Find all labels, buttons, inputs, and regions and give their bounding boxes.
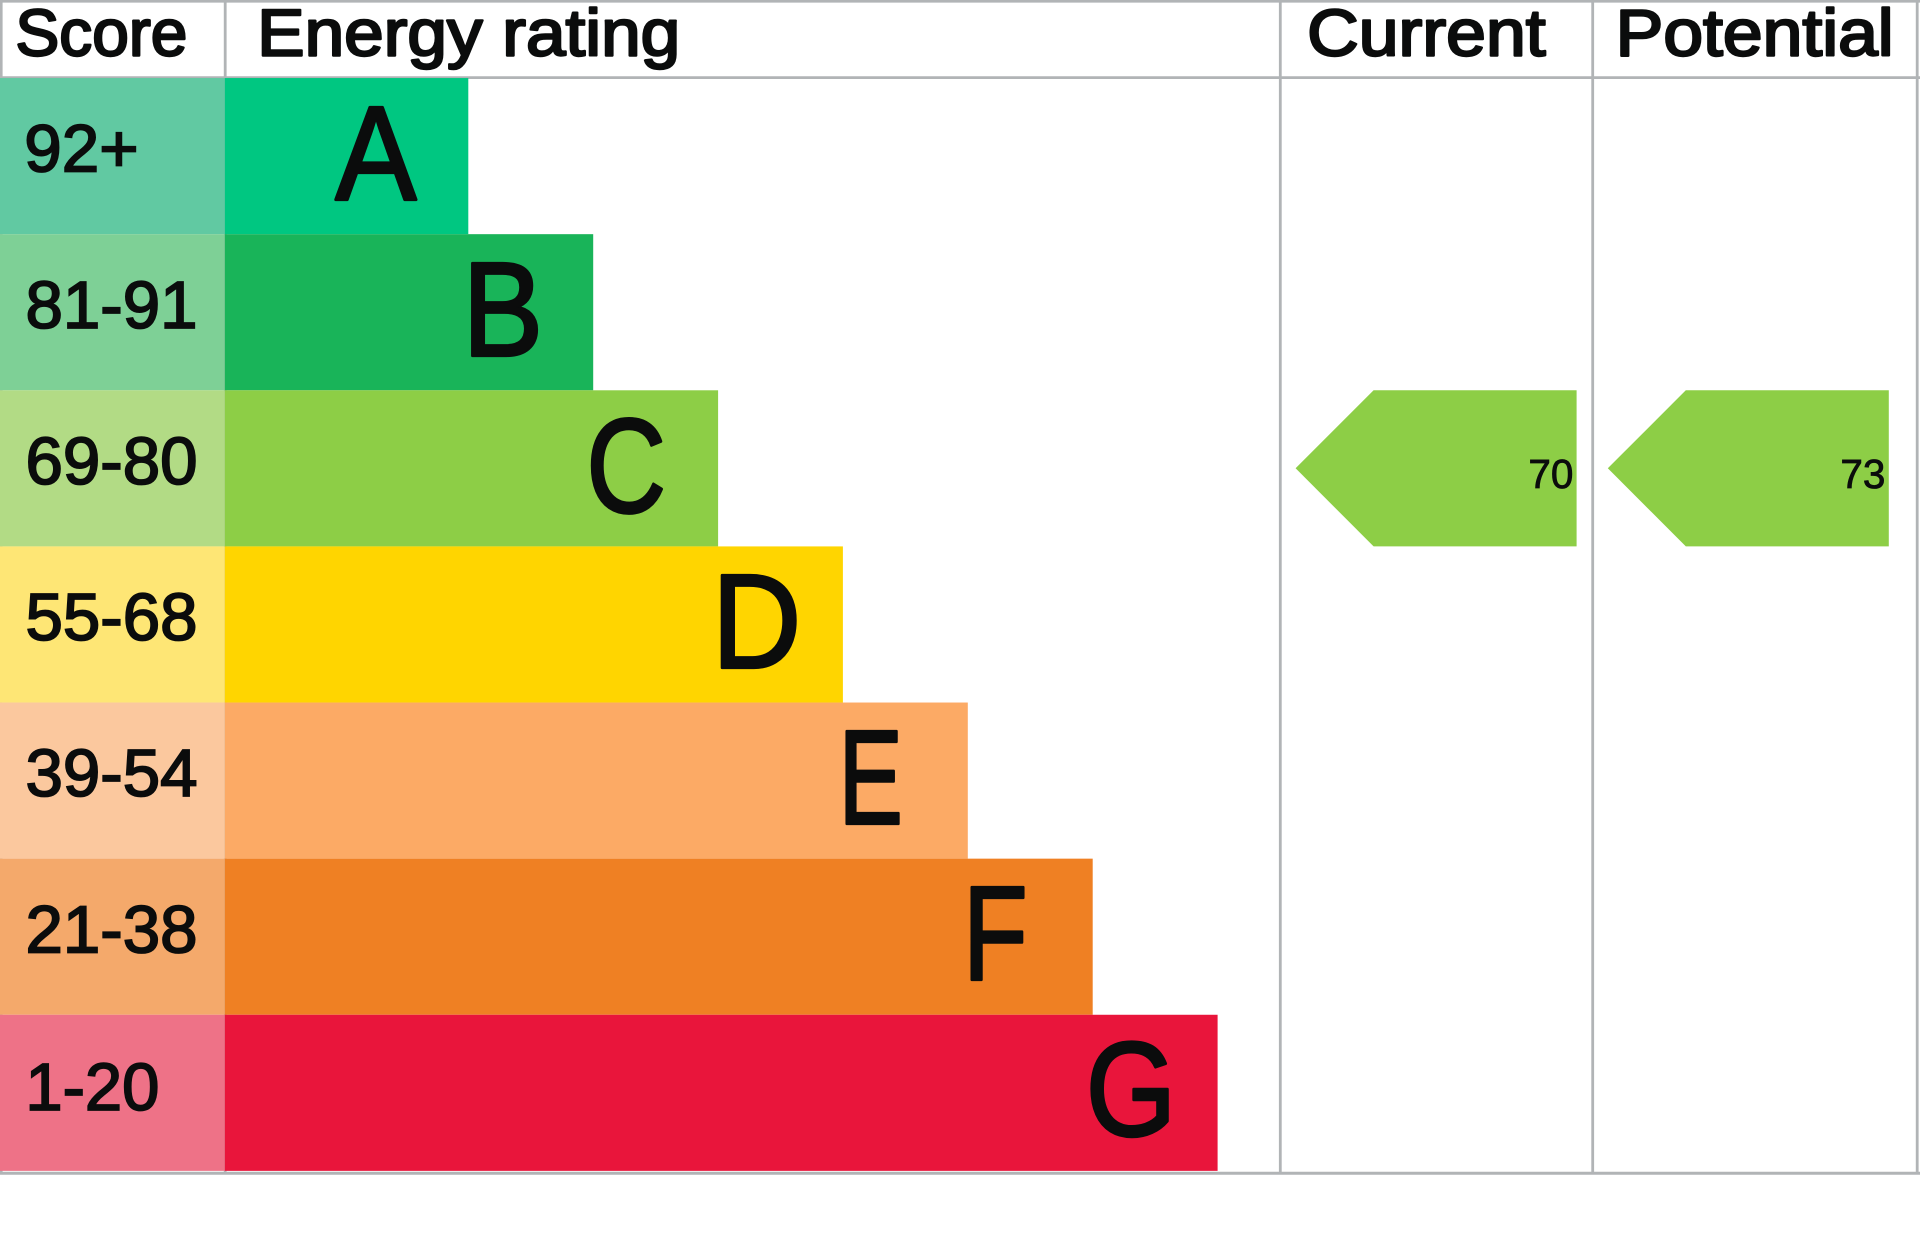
svg-text:F: F xyxy=(963,860,1028,1009)
svg-text:E: E xyxy=(839,704,903,853)
svg-text:69-80: 69-80 xyxy=(26,425,198,499)
svg-text:21-38: 21-38 xyxy=(26,893,198,967)
svg-text:B: B xyxy=(463,236,544,385)
svg-text:Current: Current xyxy=(1307,0,1546,70)
svg-text:A: A xyxy=(335,80,417,229)
svg-text:C: C xyxy=(586,392,666,541)
svg-text:39-54: 39-54 xyxy=(26,737,198,811)
svg-text:Score: Score xyxy=(15,0,187,70)
svg-text:Energy rating: Energy rating xyxy=(257,0,680,70)
svg-text:1-20: 1-20 xyxy=(25,1051,159,1125)
svg-text:G: G xyxy=(1086,1015,1176,1164)
svg-text:D: D xyxy=(712,548,801,697)
svg-text:55-68: 55-68 xyxy=(26,581,198,655)
svg-text:Potential: Potential xyxy=(1616,0,1894,70)
svg-text:81-91: 81-91 xyxy=(26,269,198,343)
svg-text:73: 73 xyxy=(1840,451,1885,497)
svg-text:92+: 92+ xyxy=(24,113,138,187)
svg-text:70: 70 xyxy=(1528,451,1573,497)
